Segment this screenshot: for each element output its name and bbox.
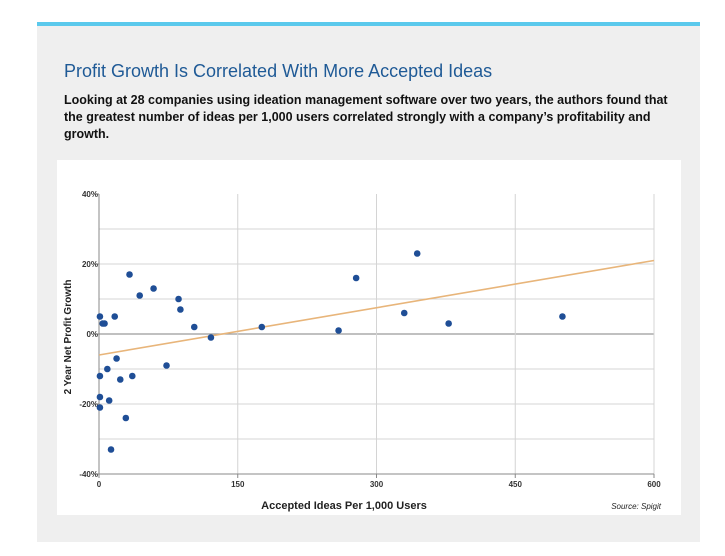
y-tick-label: -40%	[79, 470, 98, 479]
x-axis-title: Accepted Ideas Per 1,000 Users	[261, 500, 427, 512]
chart-panel: 40% 20% 0% -20% -40% 0 150 300 450 600 Accepted I…	[57, 160, 681, 515]
data-point	[96, 393, 104, 401]
x-tick-label: 0	[97, 480, 102, 489]
x-tick-label: 450	[509, 480, 523, 489]
data-point	[99, 320, 106, 327]
data-point	[96, 372, 104, 380]
data-point	[113, 355, 120, 362]
page-title: Profit Growth Is Correlated With More Ac…	[64, 61, 493, 81]
data-point	[258, 323, 266, 331]
data-point	[122, 414, 130, 422]
data-point	[207, 334, 215, 341]
y-tick-label: -20%	[79, 400, 98, 409]
y-tick-label: 20%	[82, 260, 98, 269]
data-point	[129, 372, 136, 380]
article-card: Profit Growth Is Correlated With More Ac…	[37, 26, 700, 542]
y-axis-title: 2 Year Net Profit Growth	[63, 280, 74, 395]
data-point	[163, 362, 170, 369]
data-point	[111, 313, 119, 320]
trendline-layer	[98, 259, 655, 356]
x-tick-label: 300	[370, 480, 384, 489]
data-point	[105, 397, 113, 404]
data-point	[445, 320, 452, 327]
grid-layer	[99, 194, 655, 474]
trendline	[98, 259, 655, 356]
data-point	[190, 323, 198, 331]
top-accent-rule	[37, 22, 700, 26]
data-point	[352, 274, 360, 282]
y-tick-label: 40%	[82, 190, 98, 199]
scatter-chart: 40% 20% 0% -20% -40%0 150 300 450 600 Accepted I…	[63, 190, 662, 512]
data-point	[136, 292, 143, 299]
data-point	[177, 306, 184, 313]
data-point	[104, 365, 111, 373]
labels-layer: Accepted Ideas Per 1,000 Users 2 Year Ne…	[63, 280, 662, 512]
x-tick-label: 600	[647, 480, 661, 489]
data-point	[335, 327, 342, 334]
data-point	[400, 309, 408, 317]
data-point	[116, 376, 124, 383]
data-point	[96, 313, 104, 320]
points-layer	[96, 250, 566, 453]
source-note: Source: Spigit	[611, 502, 662, 511]
article-description: Looking at 28 companies using ideation m…	[64, 93, 668, 141]
data-point	[150, 285, 157, 292]
data-point	[126, 271, 133, 278]
x-tick-label: 150	[231, 480, 245, 489]
data-point	[413, 250, 421, 257]
data-point	[107, 446, 115, 453]
axis-layer: 40% 20% 0% -20% -40%0 150 300 450 600	[79, 190, 661, 489]
y-tick-label: 0%	[86, 330, 98, 339]
data-point	[96, 404, 104, 411]
data-point	[175, 295, 182, 303]
data-point	[559, 313, 566, 320]
